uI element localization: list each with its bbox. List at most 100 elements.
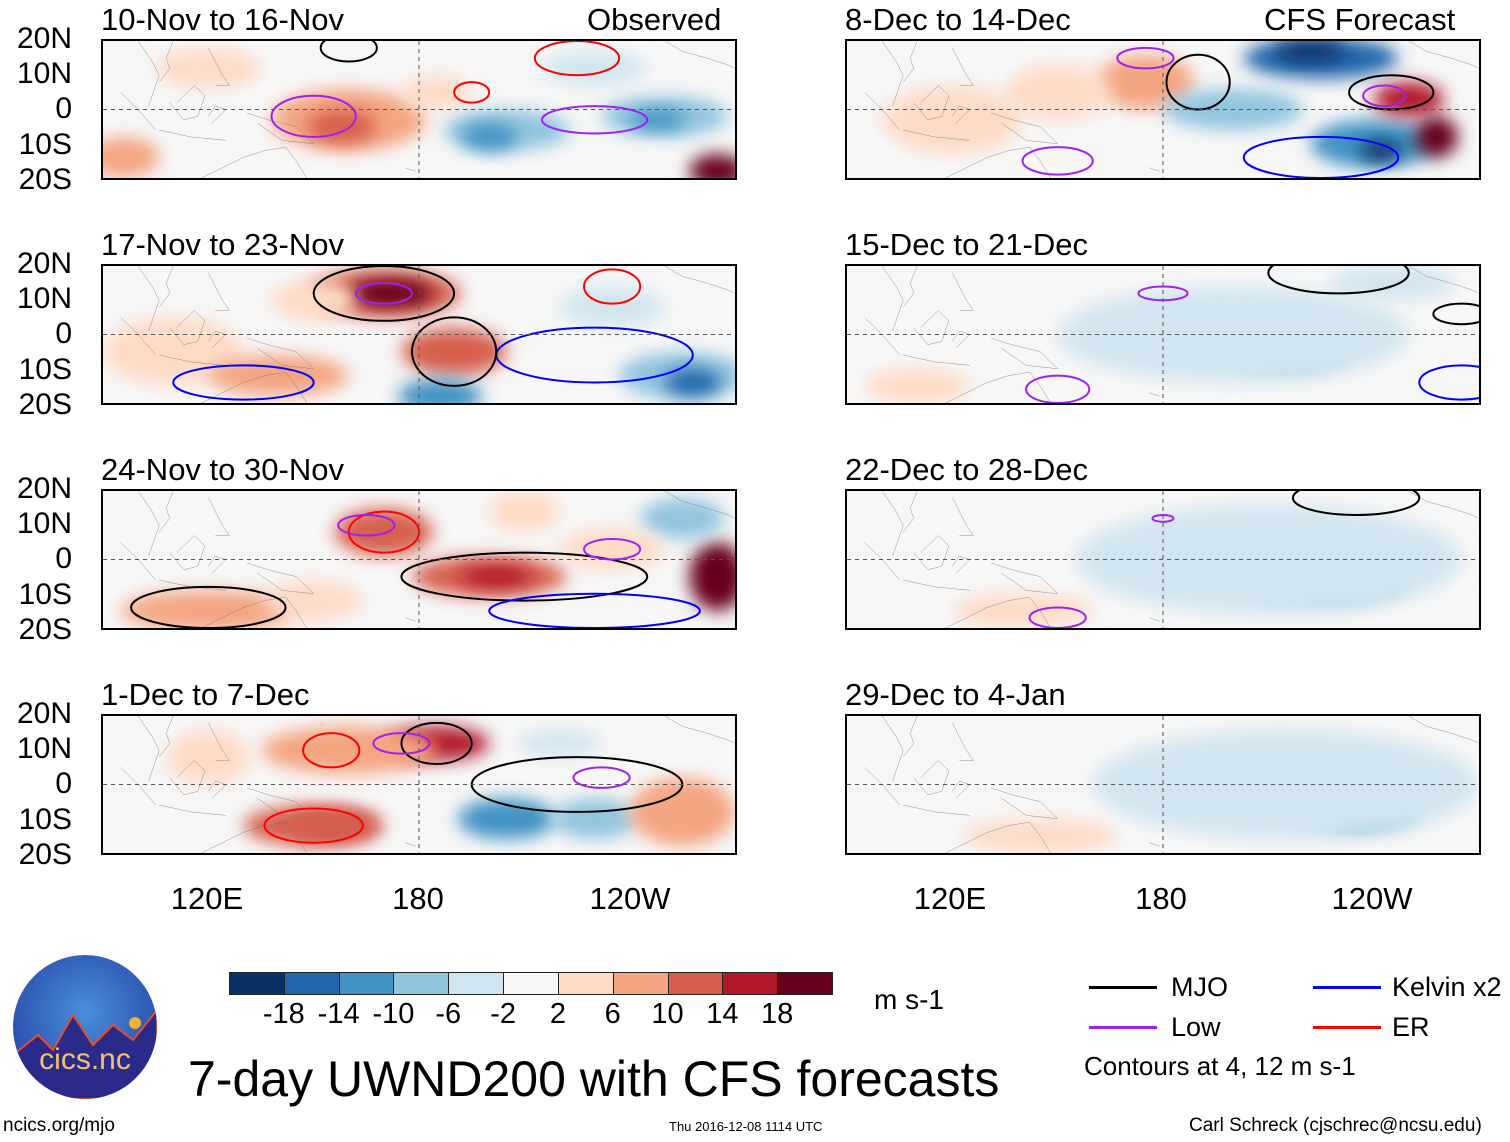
forecast-label: CFS Forecast — [1264, 2, 1456, 37]
wind-anomaly-region — [952, 593, 1093, 628]
coastline — [187, 147, 313, 178]
coastline — [665, 41, 735, 68]
contour-line — [1363, 86, 1405, 107]
coastline — [1409, 491, 1479, 518]
contour-line — [173, 365, 313, 399]
legend-low-label: Low — [1171, 1012, 1221, 1042]
coastline — [665, 491, 735, 518]
coastline — [931, 822, 1057, 853]
contour-line — [401, 553, 647, 601]
coastline — [208, 331, 226, 348]
contour-line — [1117, 48, 1173, 69]
coastline — [903, 355, 970, 365]
wind-anomaly-region — [541, 51, 648, 86]
colorbar-swatch — [283, 972, 340, 995]
map-panel — [101, 39, 737, 180]
coastline — [952, 106, 970, 123]
contour-line — [454, 82, 489, 103]
legend-mjo-line — [1089, 986, 1157, 989]
coastline — [121, 92, 156, 130]
colorbar-label: -2 — [490, 998, 516, 1030]
colorbar-label: -10 — [372, 998, 415, 1030]
coastline — [991, 338, 1058, 369]
colorbar-label: -6 — [435, 998, 462, 1030]
coastline — [208, 48, 229, 86]
coastline — [208, 781, 226, 798]
wind-anomaly-region — [1359, 140, 1402, 161]
map-panel — [101, 714, 737, 855]
lat-label: 10N — [16, 57, 72, 91]
coastline — [121, 542, 156, 580]
lon-label: 120E — [170, 881, 244, 916]
coastline — [170, 761, 205, 795]
contour-line — [1433, 304, 1479, 325]
wind-anomaly-region — [640, 497, 725, 539]
wind-anomaly-region — [629, 777, 735, 847]
coastline — [1409, 716, 1479, 743]
legend-mjo-label: MJO — [1171, 972, 1228, 1002]
lon-label: 180 — [392, 881, 444, 916]
map-panel — [845, 489, 1481, 630]
contour-line — [338, 515, 394, 536]
wind-anomaly-region — [489, 491, 560, 533]
lat-label: 10S — [18, 352, 72, 386]
coastline — [138, 716, 159, 781]
lat-label: 20S — [18, 387, 72, 421]
contour-line — [401, 723, 471, 764]
coastline — [1149, 393, 1160, 396]
coastline — [903, 266, 917, 307]
coastline — [159, 805, 226, 815]
panel-title: 22-Dec to 28-Dec — [845, 452, 1088, 487]
colorbar-swatch — [503, 972, 559, 995]
map-panel — [845, 714, 1481, 855]
lat-label: 20N — [16, 697, 72, 730]
wind-anomaly-region — [664, 368, 721, 397]
observed-label: Observed — [587, 2, 722, 37]
coastline — [1149, 618, 1160, 621]
lat-label: 20N — [16, 472, 72, 505]
coastline — [405, 168, 416, 171]
contour-line — [1419, 365, 1479, 399]
coastline — [170, 311, 205, 345]
coastline — [991, 788, 1058, 819]
coastline — [208, 723, 229, 761]
colorbar-units: m s-1 — [874, 984, 944, 1015]
coastline — [247, 788, 314, 819]
coastline — [952, 723, 973, 761]
wind-anomaly-region — [1415, 116, 1458, 158]
footer-timestamp: Thu 2016-12-08 1114 UTC — [669, 1119, 823, 1134]
colorbar-label: 18 — [761, 998, 794, 1030]
colorbar-label: 14 — [706, 998, 739, 1030]
coastline — [159, 130, 226, 140]
map-panel — [845, 264, 1481, 405]
coastline — [903, 41, 917, 82]
coastline — [903, 805, 970, 815]
contour-line — [1167, 55, 1230, 110]
coastline — [903, 130, 970, 140]
colorbar-label: -14 — [317, 998, 360, 1030]
coastline — [405, 843, 416, 846]
contour-line — [584, 539, 640, 560]
coastline — [991, 113, 1058, 144]
contour-line — [303, 733, 359, 767]
colorbar-swatch — [338, 972, 395, 995]
wind-anomaly-region — [559, 286, 665, 328]
footer-author: Carl Schreck (cjschrec@ncsu.edu) — [1189, 1115, 1482, 1136]
coastline — [914, 311, 949, 345]
coastline — [952, 498, 973, 536]
wind-anomaly-region — [1075, 504, 1462, 615]
contour-line — [1023, 147, 1093, 174]
coastline — [952, 48, 973, 86]
coastline — [882, 491, 903, 556]
contour-line — [573, 767, 629, 788]
coastline — [952, 331, 970, 348]
wind-anomaly-region — [401, 75, 472, 110]
contour-line — [542, 106, 647, 133]
colorbar-swatch — [667, 972, 724, 995]
lat-label: 10N — [16, 507, 72, 541]
lat-label: 20S — [18, 837, 72, 871]
contour-note: Contours at 4, 12 m s-1 — [1084, 1051, 1356, 1081]
coastline — [865, 317, 900, 355]
contour-line — [1268, 266, 1408, 293]
